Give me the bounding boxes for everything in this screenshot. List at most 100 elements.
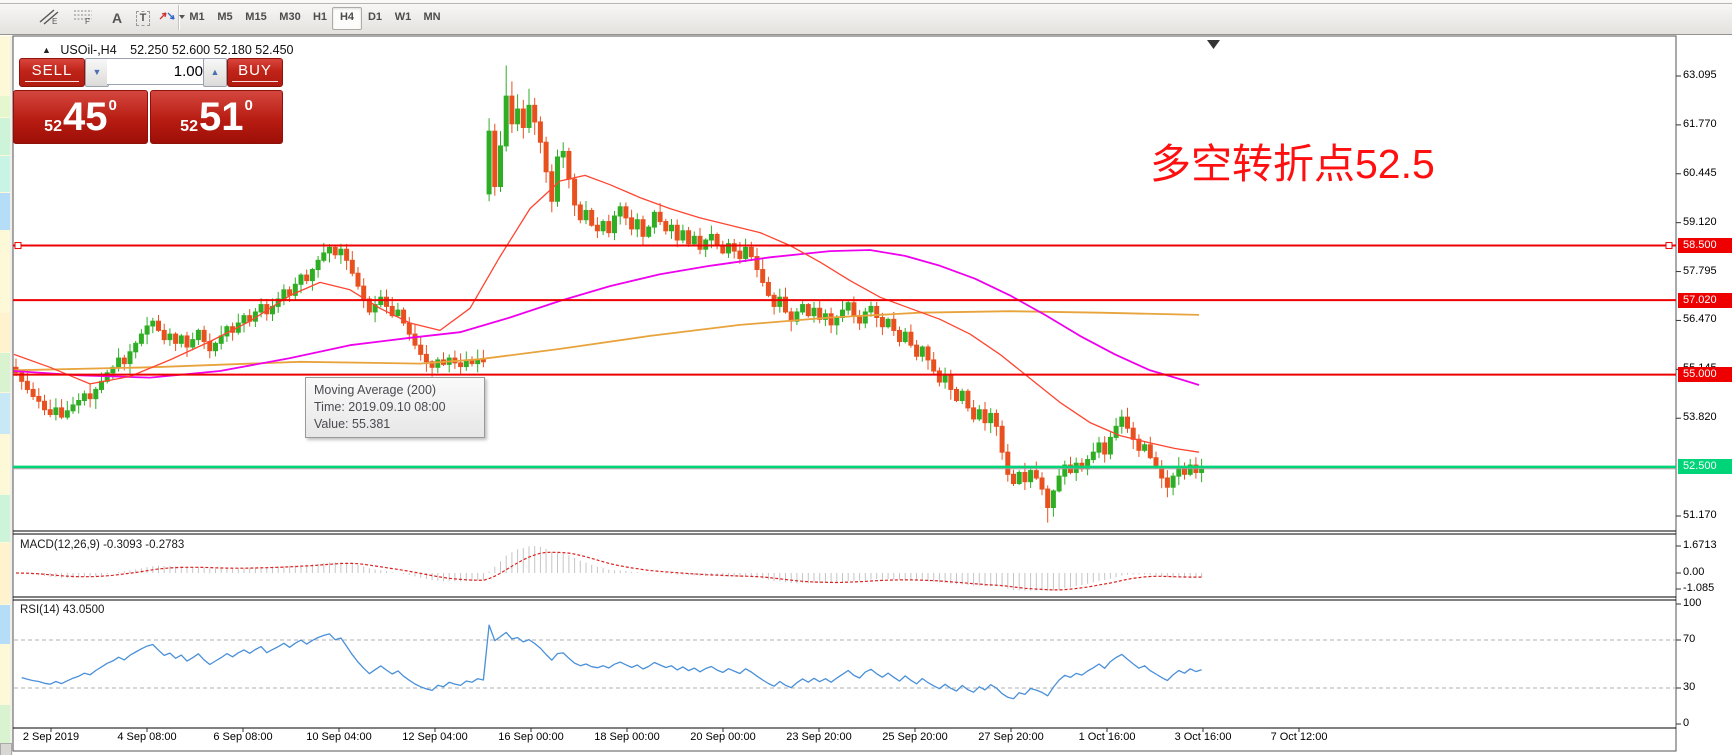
candlestick <box>999 425 1005 453</box>
toolbar-separator <box>178 5 180 30</box>
candlestick <box>327 246 332 254</box>
candlestick <box>760 269 766 283</box>
candlestick <box>406 322 412 335</box>
candlestick <box>634 219 640 230</box>
market-watch-row-edge <box>0 543 10 604</box>
candlestick <box>931 359 937 372</box>
candlestick <box>429 361 435 368</box>
line-handle[interactable] <box>1665 242 1673 250</box>
toolbar-divider <box>0 3 1732 4</box>
sell-button[interactable]: SELL <box>19 58 85 87</box>
candlestick <box>184 335 190 348</box>
rsi-axis-tick: 0 <box>1683 717 1690 729</box>
candlestick <box>361 285 367 300</box>
svg-text:F: F <box>85 17 90 25</box>
timeframe-button-m15[interactable]: M15 <box>245 11 267 23</box>
candlestick <box>127 351 133 365</box>
candlestick <box>537 121 543 143</box>
candlestick <box>543 141 549 173</box>
candlestick <box>321 252 327 261</box>
candlestick <box>213 342 218 352</box>
candlestick <box>458 362 464 368</box>
candlestick <box>566 150 572 180</box>
candlestick <box>577 204 583 221</box>
market-watch-row-edge <box>0 156 10 192</box>
arrow-tools-icon[interactable] <box>156 7 190 29</box>
date-axis-label: 20 Sep 00:00 <box>690 731 756 743</box>
equidistant-channel-icon[interactable]: E <box>38 7 64 29</box>
candlestick <box>783 296 788 313</box>
timeframe-button-w1[interactable]: W1 <box>394 11 412 23</box>
candlestick <box>47 409 53 416</box>
chart-shift-marker-icon[interactable] <box>1207 40 1220 49</box>
buy-button[interactable]: BUY <box>227 58 283 87</box>
candlestick <box>822 313 828 320</box>
candlestick <box>1130 427 1136 440</box>
date-axis-label: 10 Sep 04:00 <box>306 731 372 743</box>
candlestick <box>583 209 589 221</box>
candlestick <box>53 407 59 416</box>
timeframe-button-m5[interactable]: M5 <box>217 11 233 23</box>
candlestick <box>93 388 99 400</box>
collapse-triangle-icon[interactable]: ▲ <box>42 45 51 55</box>
timeframe-button-m30[interactable]: M30 <box>279 11 301 23</box>
candlestick <box>298 274 304 285</box>
candlestick <box>834 316 840 326</box>
macd-axis-tick: 0.00 <box>1683 566 1705 578</box>
ask-big-digits: 51 <box>198 95 244 139</box>
market-watch-row-edge <box>0 645 10 704</box>
candlestick <box>178 335 184 344</box>
sell-underline <box>25 81 79 82</box>
price-axis-tick: 56.470 <box>1683 313 1717 326</box>
candlestick <box>845 302 851 311</box>
date-axis-label: 25 Sep 20:00 <box>882 731 948 743</box>
text-label-icon[interactable]: T <box>130 7 156 29</box>
buy-underline <box>232 81 278 82</box>
candlestick <box>87 393 93 400</box>
volume-input[interactable] <box>107 58 211 85</box>
fibonacci-retracement-icon[interactable]: F <box>72 7 98 29</box>
line-handle[interactable] <box>14 242 22 250</box>
candlestick <box>868 305 874 313</box>
date-axis-label: 1 Oct 16:00 <box>1078 731 1136 743</box>
text-icon[interactable]: A <box>111 10 123 26</box>
bid-price-tile[interactable]: 52 45 0 <box>13 90 148 144</box>
timeframe-button-h4[interactable]: H4 <box>332 7 362 30</box>
candlestick <box>657 211 663 223</box>
timeframe-button-m1[interactable]: M1 <box>189 11 205 23</box>
volume-decrease-button[interactable]: ▼ <box>85 58 109 87</box>
timeframe-button-mn[interactable]: MN <box>423 11 441 23</box>
candlestick <box>395 309 401 317</box>
candlestick <box>463 360 469 368</box>
candlestick <box>42 400 47 411</box>
market-watch-row-edge <box>0 353 10 392</box>
candlestick <box>304 274 310 282</box>
candlestick <box>691 235 697 245</box>
candlestick <box>646 226 652 237</box>
date-axis-label: 27 Sep 20:00 <box>978 731 1044 743</box>
candlestick <box>948 374 954 390</box>
volume-increase-button[interactable]: ▲ <box>203 58 227 87</box>
candlestick <box>418 344 424 355</box>
candlestick <box>59 407 65 418</box>
timeframe-button-h1[interactable]: H1 <box>312 11 328 23</box>
ma-fast-line <box>13 174 1200 453</box>
candlestick <box>1199 468 1205 473</box>
candlestick <box>384 296 389 307</box>
candlestick <box>862 311 868 324</box>
candlestick <box>936 370 942 383</box>
rsi-label: RSI(14) 43.0500 <box>20 604 104 616</box>
candlestick <box>817 307 823 320</box>
timeframe-button-d1[interactable]: D1 <box>367 11 383 23</box>
symbol-label: USOil-,H4 <box>60 43 117 57</box>
price-axis-tick: 59.120 <box>1683 215 1717 228</box>
candlestick <box>520 108 526 128</box>
candlestick <box>1170 475 1176 488</box>
candlestick <box>560 150 566 158</box>
scrollbar-corner[interactable] <box>0 743 12 755</box>
market-watch-row-edge <box>0 435 10 494</box>
ask-price-tile[interactable]: 52 51 0 <box>150 90 283 144</box>
date-axis-label: 12 Sep 04:00 <box>402 731 468 743</box>
